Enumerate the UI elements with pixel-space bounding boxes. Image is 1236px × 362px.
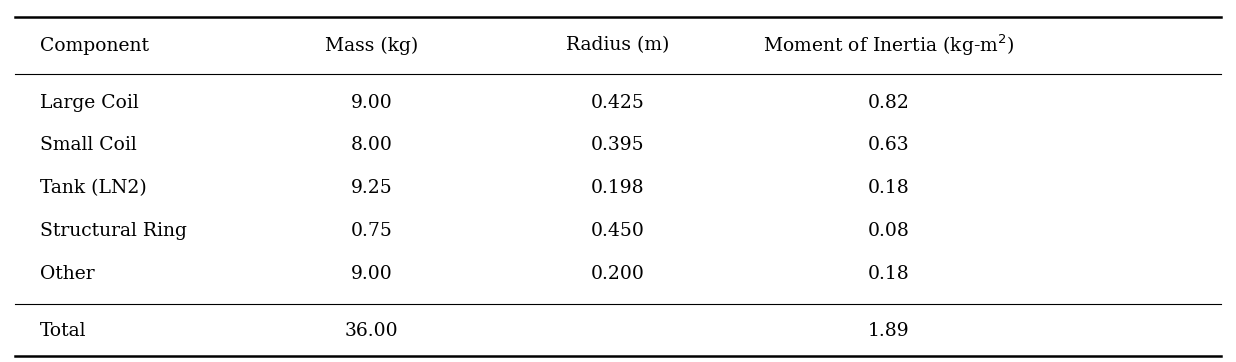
- Text: 0.08: 0.08: [868, 222, 910, 240]
- Text: Moment of Inertia (kg-m$^2$): Moment of Inertia (kg-m$^2$): [763, 33, 1015, 58]
- Text: 0.450: 0.450: [591, 222, 645, 240]
- Text: Component: Component: [40, 37, 148, 55]
- Text: Total: Total: [40, 322, 87, 340]
- Text: 0.18: 0.18: [868, 265, 910, 283]
- Text: Radius (m): Radius (m): [566, 37, 670, 55]
- Text: Other: Other: [40, 265, 94, 283]
- Text: 36.00: 36.00: [345, 322, 399, 340]
- Text: Small Coil: Small Coil: [40, 136, 136, 154]
- Text: 8.00: 8.00: [351, 136, 393, 154]
- Text: Structural Ring: Structural Ring: [40, 222, 187, 240]
- Text: 0.395: 0.395: [591, 136, 645, 154]
- Text: 1.89: 1.89: [868, 322, 910, 340]
- Text: Large Coil: Large Coil: [40, 94, 138, 111]
- Text: 9.00: 9.00: [351, 265, 393, 283]
- Text: Mass (kg): Mass (kg): [325, 37, 419, 55]
- Text: 0.425: 0.425: [591, 94, 645, 111]
- Text: 0.18: 0.18: [868, 179, 910, 197]
- Text: 0.200: 0.200: [591, 265, 645, 283]
- Text: Tank (LN2): Tank (LN2): [40, 179, 146, 197]
- Text: 9.00: 9.00: [351, 94, 393, 111]
- Text: 0.63: 0.63: [868, 136, 910, 154]
- Text: 9.25: 9.25: [351, 179, 393, 197]
- Text: 0.75: 0.75: [351, 222, 393, 240]
- Text: 0.198: 0.198: [591, 179, 645, 197]
- Text: 0.82: 0.82: [868, 94, 910, 111]
